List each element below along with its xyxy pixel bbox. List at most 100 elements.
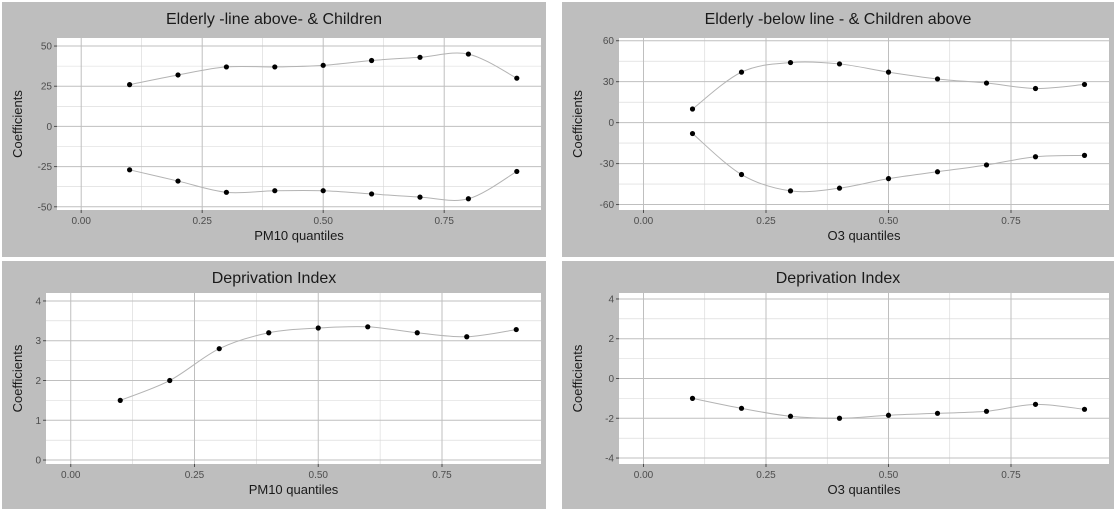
data-point xyxy=(272,64,278,70)
chart-svg-4: Deprivation Index 0.00 0.25 0.50 0.75 -4 -2 0 2 4… xyxy=(570,270,1109,497)
data-point xyxy=(1032,401,1039,407)
data-point xyxy=(689,106,696,112)
chart-panel-1: Elderly -line above- & Children 0.00 0.25 0… xyxy=(2,2,546,257)
plot-background xyxy=(57,38,541,210)
y-axis-label: Coefficients xyxy=(570,344,585,412)
x-tick-label: 0.50 xyxy=(879,216,899,227)
data-point xyxy=(514,75,520,81)
y-tick-label: 4 xyxy=(608,294,614,305)
data-point xyxy=(320,188,326,194)
plot-background xyxy=(619,38,1109,210)
data-point xyxy=(1081,81,1088,88)
x-axis-label: PM10 quantiles xyxy=(254,228,344,243)
x-tick-label: 0.25 xyxy=(192,216,212,227)
chart-panel-3: Deprivation Index 0.00 0.25 0.50 0.75 0 1 2 3 4 PM… xyxy=(2,261,546,509)
data-point xyxy=(369,57,375,64)
x-tick-label: 0.50 xyxy=(309,470,329,481)
data-point xyxy=(369,191,375,197)
data-point xyxy=(836,61,843,67)
data-point xyxy=(272,188,278,194)
chart-title: Elderly -below line - & Children above xyxy=(705,11,972,28)
data-point xyxy=(885,69,892,75)
data-point xyxy=(414,330,420,336)
data-point xyxy=(223,64,229,70)
data-point xyxy=(315,325,321,331)
y-tick-label: 0 xyxy=(608,374,614,385)
x-tick-label: 0.50 xyxy=(879,470,899,481)
y-tick-label: 4 xyxy=(35,296,41,307)
data-point xyxy=(738,405,745,411)
y-tick-label: 2 xyxy=(608,334,614,345)
chart-svg-2: Elderly -below line - & Children above 0.… xyxy=(570,11,1109,243)
data-point xyxy=(175,72,181,78)
x-tick-label: 0.00 xyxy=(61,470,81,481)
data-point xyxy=(417,54,423,60)
data-point xyxy=(1081,406,1088,412)
y-tick-label: 0 xyxy=(35,456,41,467)
data-point xyxy=(127,167,133,173)
data-point xyxy=(983,80,990,86)
y-tick-label: -60 xyxy=(600,200,615,211)
chart-svg-1: Elderly -line above- & Children 0.00 0.25 0… xyxy=(10,11,541,243)
data-point xyxy=(983,408,990,414)
x-axis-label: O3 quantiles xyxy=(828,228,901,243)
chart-panel-4: Deprivation Index 0.00 0.25 0.50 0.75 -4 -2 0 2 4… xyxy=(562,261,1114,509)
y-tick-label: 0 xyxy=(608,118,614,129)
x-tick-label: 0.00 xyxy=(71,216,91,227)
y-tick-label: -4 xyxy=(605,454,614,465)
data-point xyxy=(365,324,371,330)
data-point xyxy=(320,62,326,68)
chart-title: Elderly -line above- & Children xyxy=(166,11,382,28)
y-tick-label: -30 xyxy=(600,159,615,170)
data-point xyxy=(1032,154,1039,160)
x-tick-label: 0.75 xyxy=(1001,216,1021,227)
y-axis-label: Coefficients xyxy=(570,90,585,158)
x-tick-label: 0.75 xyxy=(434,216,454,227)
data-point xyxy=(175,178,181,184)
y-tick-label: 3 xyxy=(35,336,41,347)
data-point xyxy=(216,346,222,352)
x-axis-label: O3 quantiles xyxy=(828,482,901,497)
data-point xyxy=(934,169,941,175)
chart-svg-3: Deprivation Index 0.00 0.25 0.50 0.75 0 1 2 3 4 PM… xyxy=(10,270,541,497)
y-axis-label: Coefficients xyxy=(10,344,25,412)
data-point xyxy=(266,330,272,336)
plot-background xyxy=(46,293,541,464)
y-tick-label: 30 xyxy=(603,77,615,88)
data-point xyxy=(167,377,173,384)
x-tick-label: 0.25 xyxy=(185,470,205,481)
data-point xyxy=(885,176,892,182)
data-point xyxy=(738,69,745,75)
y-tick-label: -25 xyxy=(38,162,53,173)
data-point xyxy=(836,415,843,421)
data-point xyxy=(836,185,843,191)
data-point xyxy=(127,82,133,88)
data-point xyxy=(885,412,892,418)
y-tick-label: -2 xyxy=(605,414,614,425)
data-point xyxy=(787,413,794,419)
y-tick-label: 1 xyxy=(35,416,41,427)
data-point xyxy=(934,410,941,416)
data-point xyxy=(223,189,229,195)
data-point xyxy=(117,397,123,403)
data-point xyxy=(983,162,990,168)
y-tick-label: 60 xyxy=(603,36,615,47)
data-point xyxy=(465,196,471,202)
data-point xyxy=(1032,85,1039,92)
x-tick-label: 0.00 xyxy=(634,470,654,481)
y-tick-label: 25 xyxy=(41,82,53,93)
x-tick-label: 0.75 xyxy=(432,470,452,481)
data-point xyxy=(417,194,423,200)
x-tick-label: 0.25 xyxy=(756,216,776,227)
y-tick-label: 50 xyxy=(41,42,53,53)
x-axis-label: PM10 quantiles xyxy=(249,482,339,497)
data-point xyxy=(787,59,794,66)
data-point xyxy=(465,51,471,57)
x-tick-label: 0.00 xyxy=(634,216,654,227)
data-point xyxy=(514,168,520,175)
chart-title: Deprivation Index xyxy=(776,270,901,287)
y-tick-label: 2 xyxy=(35,376,41,387)
data-point xyxy=(513,326,519,333)
data-point xyxy=(689,395,696,401)
y-axis-label: Coefficients xyxy=(10,90,25,158)
